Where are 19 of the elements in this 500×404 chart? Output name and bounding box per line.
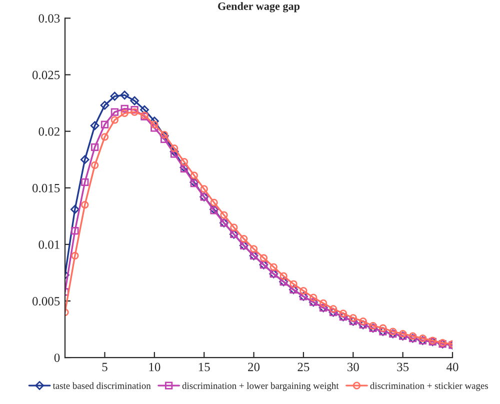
- x-tick-label: 25: [298, 362, 310, 372]
- legend-label: discrimination + lower bargaining weight: [182, 382, 339, 391]
- y-tick-label: 0: [54, 354, 60, 362]
- x-tick-label: 35: [397, 362, 409, 372]
- y-tick-label: 0.03: [38, 14, 60, 23]
- legend-label: taste based discrimination: [52, 382, 151, 389]
- x-tick-label: 5: [102, 362, 108, 372]
- x-tick-label: 40: [446, 362, 458, 372]
- legend-label: discrimination + stickier wages: [370, 382, 488, 391]
- chart-title: Gender wage gap: [218, 2, 300, 12]
- y-tick-label: 0.01: [38, 240, 60, 249]
- x-tick-label: 10: [149, 362, 160, 372]
- y-tick-label: 0.005: [32, 297, 60, 306]
- x-tick-label: 20: [248, 362, 260, 372]
- y-tick-label: 0.02: [38, 127, 60, 136]
- x-tick-label: 30: [347, 362, 359, 372]
- y-tick-label: 0.025: [32, 70, 60, 80]
- y-tick-label: 0.015: [32, 184, 60, 192]
- x-tick-label: 15: [198, 362, 210, 372]
